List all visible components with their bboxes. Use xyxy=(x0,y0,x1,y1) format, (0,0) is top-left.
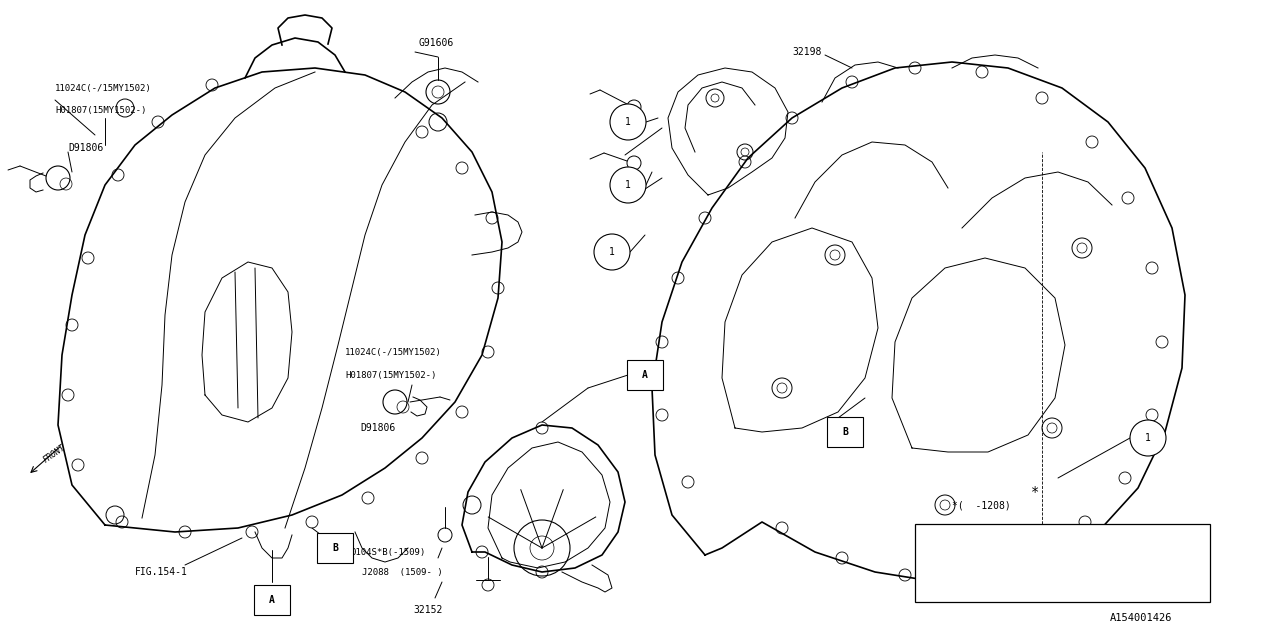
Text: 1: 1 xyxy=(625,180,631,190)
Circle shape xyxy=(611,167,646,203)
Text: D91806: D91806 xyxy=(68,143,104,153)
Text: 1: 1 xyxy=(1146,433,1151,443)
Circle shape xyxy=(594,234,630,270)
Text: 1: 1 xyxy=(609,247,614,257)
Text: 32152: 32152 xyxy=(413,605,443,615)
Text: 0104S*B(-1509): 0104S*B(-1509) xyxy=(349,547,425,557)
Text: 1: 1 xyxy=(929,558,934,568)
Text: A154001426: A154001426 xyxy=(1110,613,1172,623)
Bar xyxy=(627,360,663,390)
Text: B: B xyxy=(842,427,847,437)
Bar xyxy=(317,532,353,563)
Text: 11024C(-/15MY1502): 11024C(-/15MY1502) xyxy=(346,348,442,356)
Text: 1: 1 xyxy=(625,117,631,127)
Text: H01807(15MY1502-): H01807(15MY1502-) xyxy=(346,371,436,380)
Text: 32198: 32198 xyxy=(792,47,822,57)
Text: *: * xyxy=(1030,485,1039,499)
Text: A: A xyxy=(269,595,275,605)
Text: 11024C(-/15MY1502): 11024C(-/15MY1502) xyxy=(55,83,152,93)
Text: ( -1509): ( -1509) xyxy=(1066,538,1114,548)
Text: FRONT: FRONT xyxy=(42,444,68,465)
Circle shape xyxy=(611,104,646,140)
Text: G91606: G91606 xyxy=(419,38,453,48)
Bar xyxy=(827,417,863,447)
Bar xyxy=(915,524,1210,602)
Text: J20635: J20635 xyxy=(973,577,1009,588)
Text: J60697: J60697 xyxy=(973,538,1009,548)
Text: (1509- ): (1509- ) xyxy=(1066,577,1114,588)
Text: H01807(15MY1502-): H01807(15MY1502-) xyxy=(55,106,146,115)
Text: B: B xyxy=(332,543,338,553)
Bar xyxy=(253,585,291,615)
Text: J2088  (1509- ): J2088 (1509- ) xyxy=(362,568,443,577)
Text: A: A xyxy=(643,370,648,380)
Circle shape xyxy=(1130,420,1166,456)
Text: D91806: D91806 xyxy=(360,423,396,433)
Text: *(  -1208): *( -1208) xyxy=(952,500,1011,510)
Circle shape xyxy=(916,547,948,579)
Text: FIG.154-1: FIG.154-1 xyxy=(134,567,188,577)
